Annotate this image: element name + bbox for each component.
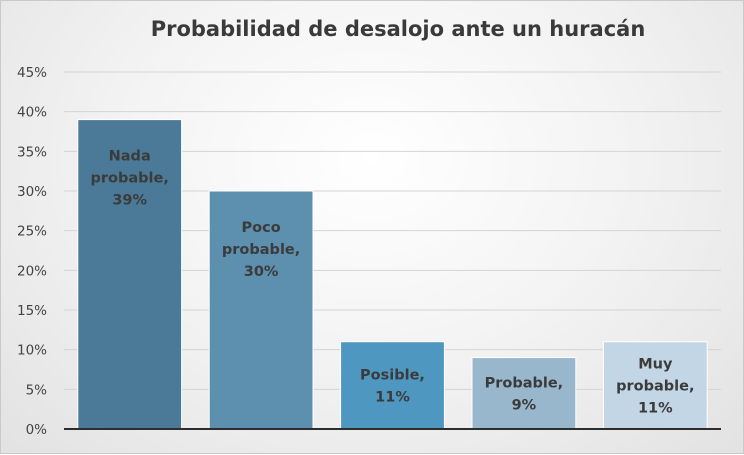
data-label: 39% xyxy=(112,193,147,209)
y-tick-label: 15% xyxy=(17,303,47,319)
data-label: probable, xyxy=(91,171,169,187)
data-label: Nada xyxy=(109,149,151,165)
bar-probable xyxy=(471,357,577,430)
data-label: probable, xyxy=(616,378,694,394)
chart-title: Probabilidad de desalojo ante un huracán xyxy=(150,17,646,41)
y-tick-label: 5% xyxy=(26,382,48,398)
data-label: Probable, xyxy=(485,375,564,391)
y-tick-label: 20% xyxy=(17,263,47,279)
y-tick-label: 10% xyxy=(17,343,47,359)
data-label: Poco xyxy=(242,220,281,236)
data-label: Muy xyxy=(638,356,673,372)
y-tick-label: 0% xyxy=(26,422,48,438)
data-label: 11% xyxy=(375,389,410,405)
y-tick-label: 30% xyxy=(17,184,47,200)
y-tick-label: 45% xyxy=(17,65,47,81)
data-label: Posible, xyxy=(360,367,425,383)
bar-muy-probable xyxy=(602,341,708,430)
y-tick-label: 40% xyxy=(17,105,47,121)
data-label: 30% xyxy=(244,264,279,280)
bar-poco-probable xyxy=(208,190,314,430)
data-label: probable, xyxy=(222,242,300,258)
data-label: 9% xyxy=(512,397,537,413)
bar-posible xyxy=(340,341,445,430)
bar-nada-probable xyxy=(77,119,183,430)
data-label: 11% xyxy=(638,400,673,416)
y-tick-label: 25% xyxy=(17,224,47,240)
y-tick-label: 35% xyxy=(17,144,47,160)
